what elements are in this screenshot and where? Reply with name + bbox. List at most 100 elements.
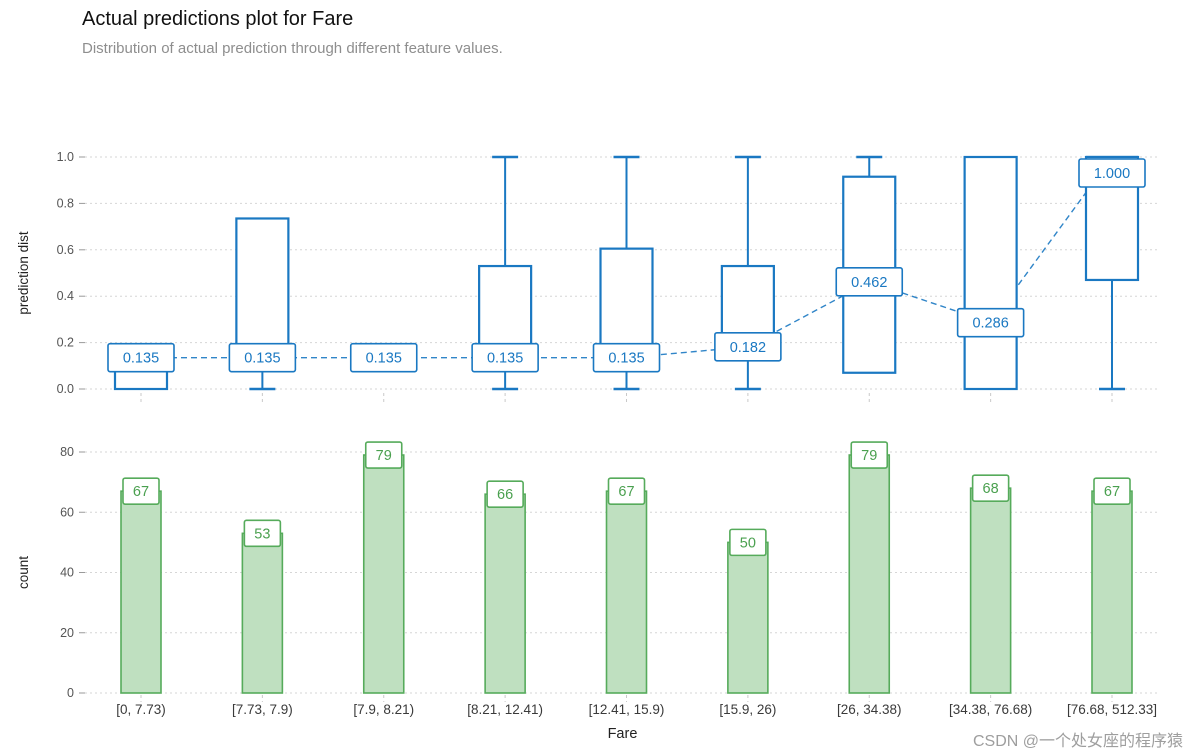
median-label-box xyxy=(956,307,1025,338)
count-label-text: 67 xyxy=(1104,484,1120,500)
count-label-text: 79 xyxy=(861,448,877,464)
x-tick-label: [7.73, 7.9) xyxy=(232,702,293,717)
median-label: 0.286 xyxy=(956,307,1025,338)
count-bar xyxy=(1091,490,1133,694)
count-label: 79 xyxy=(850,441,889,469)
count-label: 53 xyxy=(243,519,282,548)
y-tick-label: 0.2 xyxy=(57,336,74,350)
count-label-text: 68 xyxy=(983,481,999,497)
median-label: 0.135 xyxy=(349,342,418,373)
median-label: 0.135 xyxy=(228,342,297,373)
count-bar xyxy=(727,541,769,694)
y-tick-label: 0.4 xyxy=(57,289,74,303)
median-label-text: 0.135 xyxy=(123,351,159,367)
y-tick-label: 0.6 xyxy=(57,243,74,257)
count-label-box xyxy=(486,480,524,508)
y-tick-label: 0.8 xyxy=(57,196,74,210)
median-label-box xyxy=(228,342,297,373)
page-subtitle: Distribution of actual prediction throug… xyxy=(82,40,503,57)
x-axis-label: Fare xyxy=(608,726,638,742)
median-label-text: 0.135 xyxy=(244,351,280,367)
y-tick-label: 80 xyxy=(60,445,74,459)
median-label-box xyxy=(835,267,904,297)
median-label-text: 0.286 xyxy=(972,316,1008,332)
median-label-text: 0.182 xyxy=(730,340,766,356)
median-label-text: 0.135 xyxy=(487,351,523,367)
count-label-text: 67 xyxy=(133,484,149,500)
box-group xyxy=(235,217,290,391)
count-label-text: 66 xyxy=(497,487,513,503)
median-label: 0.135 xyxy=(107,342,175,373)
median-label: 0.462 xyxy=(835,267,904,297)
x-tick-label: [12.41, 15.9) xyxy=(589,702,665,717)
median-label-text: 1.000 xyxy=(1094,166,1130,182)
y-tick-label: 20 xyxy=(60,626,74,640)
y-tick-label: 60 xyxy=(60,505,74,519)
count-label-box xyxy=(971,474,1010,502)
x-tick-label: [0, 7.73) xyxy=(116,702,166,717)
y-tick-label: 40 xyxy=(60,566,74,580)
median-label-box xyxy=(107,342,175,373)
median-label: 0.135 xyxy=(592,342,661,373)
box-group xyxy=(1084,155,1140,391)
count-label-box xyxy=(850,441,889,469)
y-tick-label: 0 xyxy=(67,686,74,700)
median-label-box xyxy=(471,342,539,373)
box xyxy=(478,264,533,359)
median-label-box xyxy=(714,331,782,362)
count-label-text: 79 xyxy=(376,448,392,464)
box-group xyxy=(842,155,897,374)
y-tick-label: 0.0 xyxy=(57,382,74,396)
count-label-box xyxy=(122,477,160,505)
x-tick-label: [15.9, 26) xyxy=(719,702,776,717)
count-label-box xyxy=(243,519,282,548)
count-bar xyxy=(120,490,162,694)
prediction-dist-boxplot[interactable]: 0.0 0.2 0.4 0.6 0.8 1.0 prediction dist 0.135 0.… xyxy=(0,118,1195,418)
y-axis-label: prediction dist xyxy=(16,231,31,315)
count-label: 79 xyxy=(364,441,403,469)
median-label-box xyxy=(592,342,661,373)
watermark-text: CSDN @一个处女座的程序猿 xyxy=(972,733,1183,750)
count-label: 66 xyxy=(486,480,524,508)
x-tick-label: [76.68, 512.33] xyxy=(1067,702,1157,717)
count-label: 67 xyxy=(122,477,160,505)
count-bar xyxy=(969,487,1012,694)
median-label: 0.135 xyxy=(471,342,539,373)
median-label-box xyxy=(349,342,418,373)
y-tick-label: 1.0 xyxy=(57,150,74,164)
count-label: 67 xyxy=(607,477,646,505)
box xyxy=(235,217,290,359)
median-label-box xyxy=(1078,158,1146,188)
count-label: 67 xyxy=(1093,477,1131,505)
median-label-text: 0.135 xyxy=(608,351,644,367)
count-bar xyxy=(484,493,526,694)
count-label-box xyxy=(729,528,767,557)
median-label-text: 0.462 xyxy=(851,275,887,291)
count-bar xyxy=(848,454,891,694)
box-group xyxy=(963,155,1018,391)
count-bar xyxy=(241,532,284,694)
median-label-text: 0.135 xyxy=(366,351,402,367)
count-label-box xyxy=(607,477,646,505)
count-label-box xyxy=(364,441,403,469)
count-bar xyxy=(362,454,405,694)
count-bar-chart[interactable]: 0 20 40 60 80 67 53 79 66 67 50 79 68 67 [0, 7.73) [7.7… xyxy=(0,430,1195,754)
count-bar xyxy=(605,490,648,694)
median-label: 1.000 xyxy=(1078,158,1146,188)
x-tick-label: [34.38, 76.68) xyxy=(949,702,1032,717)
median-label: 0.182 xyxy=(714,331,782,362)
x-tick-label: [26, 34.38) xyxy=(837,702,902,717)
y-axis-label: count xyxy=(16,556,31,589)
x-tick-label: [8.21, 12.41) xyxy=(467,702,543,717)
page-title: Actual predictions plot for Fare xyxy=(82,8,354,30)
count-label-text: 50 xyxy=(740,535,756,551)
count-label: 68 xyxy=(971,474,1010,502)
box xyxy=(599,247,654,359)
count-label: 50 xyxy=(729,528,767,557)
count-label-text: 67 xyxy=(618,484,634,500)
count-label-text: 53 xyxy=(254,526,270,542)
count-label-box xyxy=(1093,477,1131,505)
x-tick-label: [7.9, 8.21) xyxy=(353,702,414,717)
box xyxy=(963,155,1018,391)
